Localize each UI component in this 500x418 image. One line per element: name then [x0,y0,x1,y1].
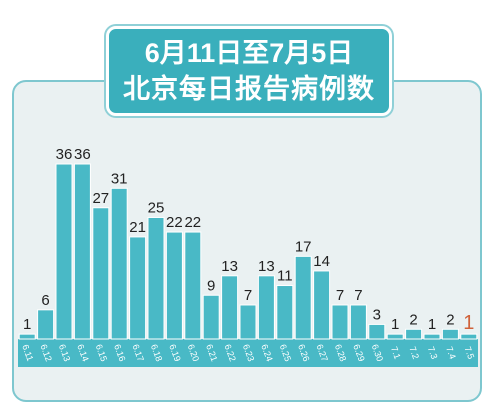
data-label-6.13: 36 [56,146,73,163]
bar-6.11 [18,333,36,340]
data-label-7.4: 2 [446,311,454,328]
bar-6.22 [221,275,239,340]
bar-6.30 [368,323,386,340]
data-label-6.14: 36 [74,146,91,163]
data-label-7.3: 1 [428,316,436,333]
data-label-7.5: 1 [463,312,474,334]
tick-label-7.4: 7.4 [444,345,458,360]
data-label-7.1: 1 [391,316,399,333]
data-label-6.11: 1 [23,316,31,333]
data-label-6.18: 25 [148,199,165,216]
data-label-6.29: 7 [354,287,362,304]
title-box: 6月11日至7月5日 北京每日报告病例数 [106,26,392,116]
bar-6.14 [73,163,91,340]
tick-label-7.5: 7.5 [463,345,477,360]
bar-6.29 [349,304,367,340]
data-label-6.30: 3 [373,306,381,323]
data-label-6.23: 7 [244,287,252,304]
data-label-6.17: 21 [129,219,146,236]
x-axis-band [18,339,478,367]
bar-6.19 [165,231,183,340]
data-label-6.26: 17 [295,238,312,255]
title-date-range: 6月11日至7月5日 [144,38,354,68]
bar-7.5 [460,333,478,340]
data-label-6.25: 11 [277,268,293,285]
bar-6.28 [331,304,349,340]
bar-6.12 [37,309,55,340]
data-label-6.27: 14 [313,253,330,270]
data-label-6.19: 22 [166,214,183,231]
tick-label-7.3: 7.3 [426,345,440,360]
bar-7.1 [386,333,404,340]
bar-6.18 [147,216,165,340]
tick-label-7.1: 7.1 [389,345,403,360]
data-label-6.16: 31 [111,170,128,187]
bar-7.2 [405,328,423,340]
data-label-6.24: 13 [258,258,275,275]
bar-6.26 [294,255,312,340]
bar-6.16 [110,187,128,340]
bar-6.23 [239,304,257,340]
data-label-6.20: 22 [184,214,201,231]
bar-6.25 [276,285,294,340]
data-label-6.21: 9 [207,277,215,294]
data-label-6.28: 7 [336,287,344,304]
bar-6.21 [202,294,220,340]
bar-6.15 [92,207,110,340]
tick-label-7.2: 7.2 [407,345,421,360]
data-label-7.2: 2 [409,311,417,328]
bar-7.4 [441,328,459,340]
title-subject: 北京每日报告病例数 [123,74,375,104]
bar-6.27 [313,270,331,340]
bar-7.3 [423,333,441,340]
bar-6.20 [184,231,202,340]
bar-6.13 [55,163,73,340]
data-label-6.22: 13 [221,258,238,275]
bar-6.17 [129,236,147,340]
data-label-6.12: 6 [41,292,49,309]
bar-6.24 [257,275,275,340]
data-label-6.15: 27 [92,190,109,207]
